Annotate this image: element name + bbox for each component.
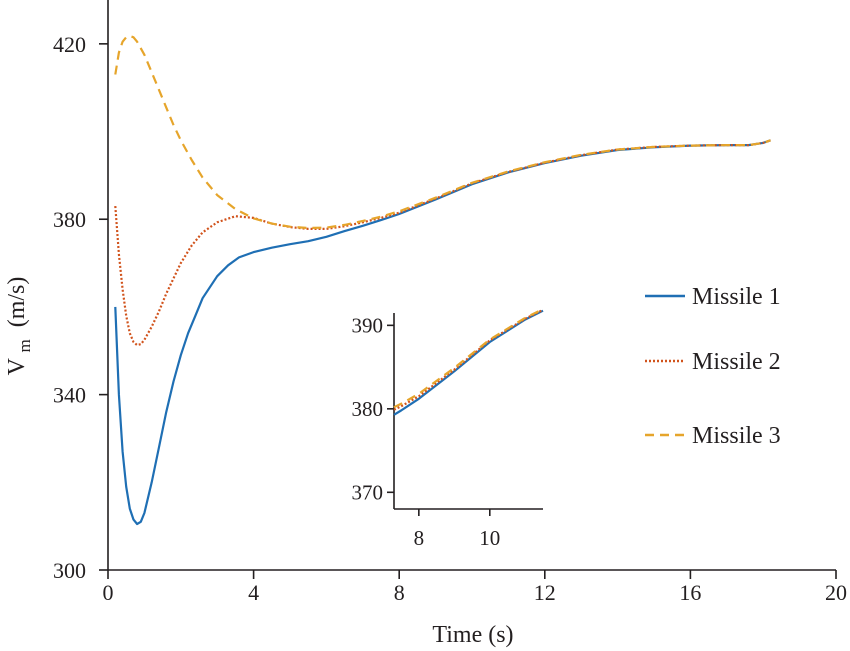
y-axis-title-subscript: m bbox=[15, 339, 34, 352]
legend: Missile 1 Missile 2 Missile 3 bbox=[645, 284, 781, 449]
y-tick-label: 420 bbox=[53, 32, 86, 57]
legend-label-missile-3: Missile 3 bbox=[692, 423, 781, 449]
y-tick-label: 380 bbox=[53, 207, 86, 232]
x-tick-label: 16 bbox=[679, 580, 701, 605]
y-tick-label: 340 bbox=[53, 383, 86, 408]
x-tick-label: 12 bbox=[534, 580, 556, 605]
inset-series-line-missile-3 bbox=[393, 308, 544, 409]
inset-plot-area: 8 10 370 380 390 bbox=[352, 308, 547, 550]
x-tick-label: 20 bbox=[825, 580, 847, 605]
inset-x-tick-label: 10 bbox=[479, 526, 500, 550]
y-axis-title-main: V bbox=[4, 357, 30, 375]
inset-background bbox=[394, 311, 547, 509]
legend-label-missile-2: Missile 2 bbox=[692, 349, 781, 375]
x-tick-label: 0 bbox=[103, 580, 114, 605]
y-tick-label: 300 bbox=[53, 558, 86, 583]
x-axis-title: Time (s) bbox=[432, 622, 513, 648]
x-tick-label: 4 bbox=[248, 580, 259, 605]
inset-y-tick-label: 380 bbox=[352, 397, 384, 421]
legend-label-missile-1: Missile 1 bbox=[692, 284, 781, 310]
inset-series-line-missile-1 bbox=[393, 309, 544, 416]
inset-y-tick-label: 370 bbox=[352, 480, 384, 504]
inset-y-tick-label: 390 bbox=[352, 313, 384, 337]
series-line-missile-3 bbox=[114, 34, 771, 230]
main-plot-area: 0 4 8 12 16 20 300 340 380 420 bbox=[53, 0, 847, 605]
svg-text:V m (m/s): V m (m/s) bbox=[4, 277, 36, 376]
y-axis-title: V m (m/s) bbox=[4, 277, 36, 376]
inset-x-tick-label: 8 bbox=[414, 526, 425, 550]
x-tick-label: 8 bbox=[394, 580, 405, 605]
y-axis-title-unit: (m/s) bbox=[4, 277, 30, 328]
